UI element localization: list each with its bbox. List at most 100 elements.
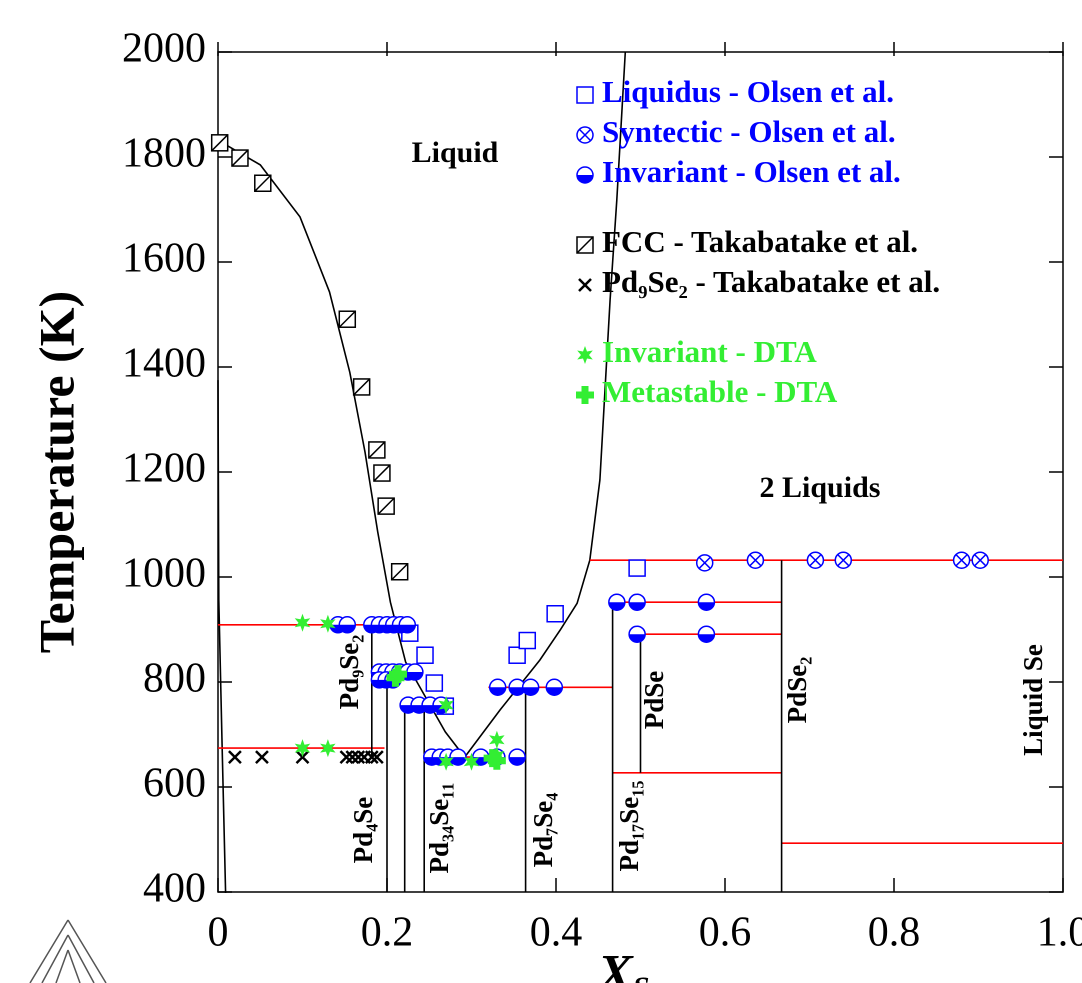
- marker-part: [255, 750, 269, 764]
- marker-part: [377, 497, 395, 515]
- y-tick-label: 600: [143, 761, 206, 807]
- marker-part: [388, 665, 407, 684]
- data-point: [697, 625, 716, 643]
- data-point: [489, 730, 505, 749]
- marker-part: [955, 554, 968, 567]
- annotation: 2 Liquids: [760, 471, 881, 504]
- marker-part: [577, 175, 593, 183]
- data-point: [545, 678, 564, 696]
- data-point: [416, 646, 434, 664]
- data-point: [390, 563, 409, 581]
- marker-part: [489, 730, 505, 749]
- data-point: [338, 616, 357, 634]
- legend-label: Liquidus - Olsen et al.: [602, 74, 894, 109]
- marker-part: [438, 696, 454, 715]
- phase-boundary: [217, 380, 227, 894]
- data-point: [438, 752, 454, 771]
- x-tick-label: 0.8: [868, 910, 921, 956]
- annotation: Pd₁₇Se₁₅: [614, 781, 644, 872]
- data-point: [377, 497, 395, 515]
- legend-marker: [578, 278, 592, 292]
- data-point: [483, 749, 502, 768]
- marker-part: [629, 602, 646, 611]
- marker-part: [508, 646, 526, 664]
- data-point: [231, 149, 249, 167]
- x-axis-label-main: X: [596, 945, 634, 983]
- legend-label: Metastable - DTA: [602, 374, 838, 409]
- phase-boundary: [217, 139, 466, 758]
- data-point: [398, 616, 417, 634]
- marker-part: [449, 757, 466, 766]
- marker-part: [425, 674, 444, 692]
- marker-part: [320, 739, 336, 758]
- marker-part: [364, 750, 379, 764]
- marker-part: [399, 624, 416, 633]
- legend-label: Pd₉Se₂ - Takabatake et al.: [602, 264, 940, 299]
- data-point: [438, 696, 454, 715]
- data-point: [294, 613, 311, 632]
- marker-part: [698, 556, 711, 569]
- marker-part: [339, 750, 354, 764]
- data-point: [608, 593, 626, 611]
- marker-part: [391, 563, 409, 581]
- annotation: PdSe: [639, 671, 669, 730]
- annotation: Pd₇Se₄: [528, 793, 558, 868]
- y-tick-label: 2000: [122, 26, 206, 72]
- annotation: PdSe₂: [782, 657, 812, 724]
- data-point: [345, 750, 360, 764]
- marker-part: [974, 554, 987, 567]
- data-point: [695, 554, 714, 572]
- data-point: [320, 739, 336, 758]
- y-axis-label: Temperature (K): [28, 291, 84, 653]
- data-point: [388, 665, 407, 684]
- marker-part: [837, 554, 850, 567]
- data-point: [628, 559, 646, 577]
- marker-part: [339, 624, 356, 633]
- data-point: [952, 551, 971, 569]
- marker-part: [228, 750, 242, 764]
- marker-part: [608, 602, 625, 611]
- x-tick-label: 0.6: [699, 910, 752, 956]
- legend-marker: [576, 86, 594, 104]
- y-tick-label: 1800: [122, 131, 206, 177]
- marker-part: [231, 149, 249, 167]
- legend-marker: [577, 346, 593, 364]
- marker-part: [698, 634, 715, 643]
- data-point: [508, 748, 526, 766]
- data-point: [425, 674, 444, 692]
- marker-part: [294, 739, 311, 758]
- marker-part: [338, 310, 356, 328]
- data-point: [834, 551, 853, 569]
- x-axis-label-sub: Se: [633, 971, 663, 983]
- marker-part: [522, 687, 539, 696]
- y-tick-label: 1200: [122, 446, 206, 492]
- marker-part: [294, 613, 311, 632]
- data-point: [368, 441, 386, 459]
- data-point: [351, 750, 366, 764]
- data-point: [294, 739, 311, 758]
- data-point: [210, 134, 229, 152]
- legend-label: FCC - Takabatake et al.: [602, 224, 918, 259]
- data-point: [971, 551, 989, 569]
- marker-part: [416, 646, 434, 664]
- data-point: [521, 678, 540, 696]
- data-point: [406, 663, 424, 681]
- marker-part: [369, 750, 384, 764]
- data-point: [518, 631, 537, 650]
- marker-part: [509, 757, 526, 766]
- x-axis-label: XSe: [596, 945, 663, 983]
- marker-part: [351, 750, 366, 764]
- logo-shape: [29, 919, 107, 983]
- marker-part: [577, 346, 593, 364]
- data-point: [697, 593, 716, 611]
- y-tick-label: 1600: [122, 236, 206, 282]
- x-tick-label: 1.0: [1037, 910, 1082, 956]
- x-tick-label: 0.4: [530, 910, 583, 956]
- data-point: [628, 593, 646, 611]
- marker-part: [546, 605, 564, 623]
- data-point: [463, 752, 480, 771]
- marker-part: [698, 602, 715, 611]
- data-point: [338, 310, 357, 328]
- x-tick-label: 0: [208, 910, 229, 956]
